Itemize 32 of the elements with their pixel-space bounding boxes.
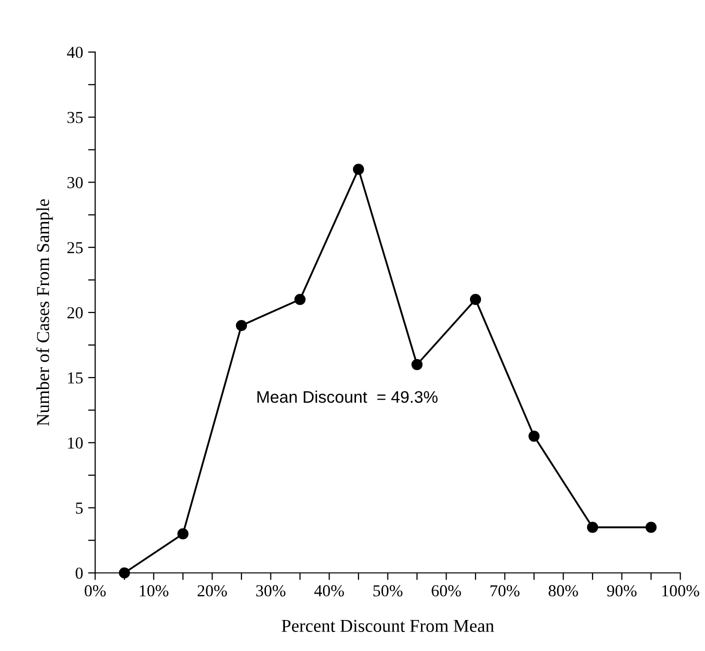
x-tick-label: 70% [490,585,520,596]
point [177,528,189,540]
y-tick-label: 30 [68,176,83,188]
y-tick-label: 0 [76,568,83,579]
x-tick-label: 40% [314,585,344,596]
y-tick-label: 15 [68,372,83,384]
x-tick-label: 100% [662,585,700,596]
point [411,359,423,370]
point [586,522,598,533]
y-tick-label: 10 [68,437,83,449]
x-tick-label: 0% [84,585,106,596]
y-axis-title: Number of Cases From Sample [36,199,53,426]
x-tick-label: 50% [373,585,402,596]
x-tick-label: 80% [548,585,578,596]
y-tick-label: 20 [67,307,83,318]
annotation: Mean Discount = 49.3% [257,390,438,403]
x-tick-label: 10% [140,585,168,596]
y-tick-label: 40 [67,46,83,58]
point [646,522,657,533]
x-axis-title: Percent Discount From Mean [282,620,494,632]
y-tick-label: 25 [67,242,83,254]
x-tick-label: 30% [256,585,286,596]
point [236,320,248,332]
point [528,430,540,442]
y-tick-label: 35 [68,112,83,124]
y-tick-label: 5 [76,502,83,514]
point [294,294,306,306]
point [352,164,364,175]
x-tick-label: 90% [607,585,637,596]
x-tick-label: 60% [432,585,461,596]
x-tick-label: 20% [198,585,227,596]
point [470,294,482,306]
